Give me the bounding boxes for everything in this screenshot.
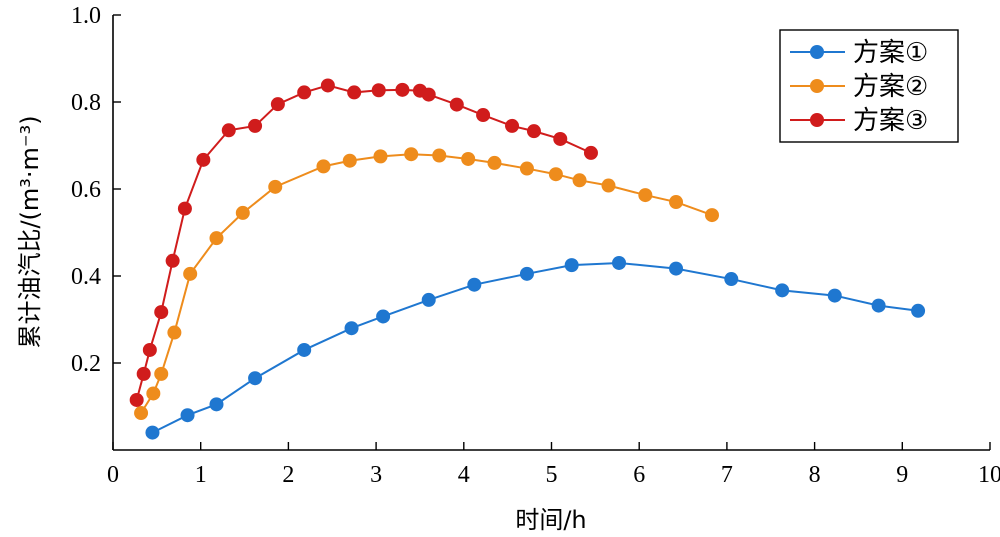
x-tick-label: 3: [370, 462, 382, 488]
series-layer: [129, 78, 926, 440]
data-point: [775, 283, 790, 298]
series-1: [145, 255, 926, 440]
legend-label: 方案②: [853, 72, 928, 102]
data-point: [669, 261, 684, 276]
x-axis-title: 时间/h: [515, 506, 586, 534]
data-point: [724, 272, 739, 287]
data-point: [342, 153, 357, 168]
data-point: [612, 255, 627, 270]
data-point: [911, 303, 926, 318]
data-point: [177, 201, 192, 216]
data-point: [421, 87, 436, 102]
y-axis-title: 累计油汽比/(m³·m⁻³): [16, 115, 44, 348]
data-point: [572, 173, 587, 188]
data-point: [421, 292, 436, 307]
data-point: [404, 147, 419, 162]
data-point: [669, 195, 684, 210]
y-tick-label: 1.0: [71, 3, 101, 29]
data-point: [297, 342, 312, 357]
series-2: [134, 147, 719, 421]
data-point: [268, 179, 283, 194]
data-point: [505, 118, 520, 133]
data-point: [248, 371, 263, 386]
data-point: [871, 298, 886, 313]
data-point: [449, 97, 464, 112]
data-point: [167, 325, 182, 340]
x-tick-label: 8: [809, 462, 821, 488]
data-point: [704, 208, 719, 223]
legend-label: 方案③: [853, 106, 928, 136]
legend: 方案① 方案② 方案③: [779, 29, 959, 143]
data-point: [270, 97, 285, 112]
data-point: [344, 321, 359, 336]
data-point: [373, 149, 388, 164]
x-tick-label: 9: [896, 462, 908, 488]
data-point: [183, 266, 198, 281]
data-point: [583, 145, 598, 160]
data-point: [371, 83, 386, 98]
x-tick-label: 2: [282, 462, 294, 488]
legend-marker: [810, 113, 824, 127]
data-point: [526, 124, 541, 139]
data-point: [129, 392, 144, 407]
data-point: [376, 309, 391, 324]
data-point: [476, 108, 491, 123]
data-point: [248, 118, 263, 133]
legend-marker: [810, 79, 824, 93]
data-point: [142, 342, 157, 357]
y-tick-label: 0.6: [71, 177, 101, 203]
data-point: [519, 161, 534, 176]
data-point: [467, 277, 482, 292]
data-point: [487, 155, 502, 170]
data-point: [235, 205, 250, 220]
data-point: [461, 151, 476, 166]
data-point: [601, 178, 616, 193]
series-line: [140, 153, 713, 414]
data-point: [638, 188, 653, 203]
data-point: [221, 123, 236, 138]
data-point: [154, 305, 169, 320]
data-point: [165, 253, 180, 268]
data-point: [209, 397, 224, 412]
x-tick-label: 6: [633, 462, 645, 488]
data-point: [136, 366, 151, 381]
data-point: [209, 231, 224, 246]
series-3: [129, 78, 598, 407]
data-point: [827, 288, 842, 303]
data-point: [297, 85, 312, 100]
data-point: [134, 406, 149, 421]
x-tick-label: 1: [195, 462, 207, 488]
data-point: [553, 131, 568, 146]
x-tick-label: 10: [978, 462, 1000, 488]
series-line: [152, 261, 919, 434]
legend-label: 方案①: [853, 38, 928, 68]
data-point: [347, 85, 362, 100]
data-point: [432, 148, 447, 163]
data-point: [548, 167, 563, 182]
x-tick-label: 7: [721, 462, 733, 488]
series-line: [135, 84, 592, 401]
data-point: [196, 152, 211, 167]
data-point: [316, 159, 331, 174]
legend-marker: [810, 45, 824, 59]
data-point: [564, 258, 579, 273]
data-point: [519, 266, 534, 281]
x-tick-label: 5: [546, 462, 558, 488]
data-point: [180, 408, 195, 423]
y-tick-label: 0.2: [71, 351, 101, 377]
data-point: [154, 366, 169, 381]
y-tick-label: 0.4: [71, 264, 101, 290]
x-tick-label: 4: [458, 462, 470, 488]
ticks: 0 1 2 3 4 5 6 7 8 9 10 0.2 0.4 0.6 0.8 1.0: [71, 3, 1000, 488]
data-point: [395, 82, 410, 97]
y-tick-label: 0.8: [71, 90, 101, 116]
data-point: [145, 425, 160, 440]
data-point: [146, 386, 161, 401]
x-tick-label: 0: [107, 462, 119, 488]
data-point: [320, 78, 335, 93]
